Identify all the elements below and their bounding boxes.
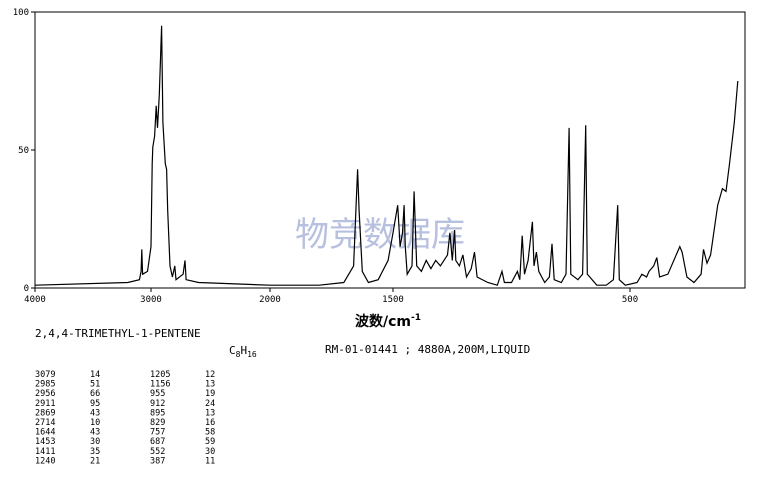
table-cell: 58 bbox=[205, 428, 215, 438]
table-cell: 1453 bbox=[35, 437, 55, 447]
formula-part: C bbox=[229, 344, 236, 357]
table-cell: 21 bbox=[90, 456, 100, 466]
table-cell: 1240 bbox=[35, 456, 55, 466]
table-cell: 12 bbox=[205, 370, 215, 380]
table-cell: 3079 bbox=[35, 370, 55, 380]
table-cell: 13 bbox=[205, 380, 215, 390]
table-cell: 895 bbox=[150, 408, 165, 418]
formula: C8H16 bbox=[229, 344, 257, 359]
table-cell: 387 bbox=[150, 456, 165, 466]
table-cell: 59 bbox=[205, 437, 215, 447]
table-cell: 51 bbox=[90, 380, 100, 390]
table-cell: 14 bbox=[90, 370, 100, 380]
table-cell: 13 bbox=[205, 408, 215, 418]
y-tick-label: 100 bbox=[13, 8, 29, 18]
table-cell: 16 bbox=[205, 418, 215, 428]
y-tick-label: 0 bbox=[24, 284, 29, 294]
table-cell: 1156 bbox=[150, 380, 170, 390]
table-cell: 955 bbox=[150, 389, 165, 399]
table-cell: 30 bbox=[90, 437, 100, 447]
x-axis-label-text: 波数/cm bbox=[355, 313, 411, 330]
x-axis-label: 波数/cm-1 bbox=[355, 313, 421, 330]
table-cell: 2869 bbox=[35, 408, 55, 418]
table-cell: 43 bbox=[90, 408, 100, 418]
table-cell: 2985 bbox=[35, 380, 55, 390]
formula-part: 16 bbox=[247, 350, 257, 359]
table-cell: 35 bbox=[90, 447, 100, 457]
table-cell: 829 bbox=[150, 418, 165, 428]
table-cell: 2911 bbox=[35, 399, 55, 409]
y-tick-label: 50 bbox=[18, 146, 29, 156]
table-cell: 43 bbox=[90, 428, 100, 438]
table-cell: 24 bbox=[205, 399, 215, 409]
x-axis-label-sup: -1 bbox=[411, 313, 421, 323]
table-cell: 1205 bbox=[150, 370, 170, 380]
table-cell: 687 bbox=[150, 437, 165, 447]
table-cell: 30 bbox=[205, 447, 215, 457]
x-tick-label: 3000 bbox=[140, 295, 162, 305]
table-cell: 95 bbox=[90, 399, 100, 409]
spectrum-line bbox=[34, 25, 739, 286]
table-cell: 757 bbox=[150, 428, 165, 438]
watermark: 物竞数据库 bbox=[295, 215, 465, 255]
table-cell: 552 bbox=[150, 447, 165, 457]
table-cell: 912 bbox=[150, 399, 165, 409]
table-cell: 1644 bbox=[35, 428, 55, 438]
table-cell: 11 bbox=[205, 456, 215, 466]
table-cell: 19 bbox=[205, 389, 215, 399]
x-tick-label: 2000 bbox=[259, 295, 281, 305]
formula-part: 8 bbox=[236, 350, 241, 359]
table-cell: 2714 bbox=[35, 418, 55, 428]
table-cell: 66 bbox=[90, 389, 100, 399]
sample-info: RM-01-01441 ; 4880A,200M,LIQUID bbox=[325, 343, 530, 356]
table-cell: 2956 bbox=[35, 389, 55, 399]
table-cell: 1411 bbox=[35, 447, 55, 457]
formula-part: H bbox=[240, 344, 247, 357]
peak-table: 3079 14 1205 12 2985 51 1156 13 2956 66 955 19 2911 9… bbox=[35, 370, 215, 466]
x-tick-label: 1500 bbox=[382, 295, 404, 305]
x-tick-label: 4000 bbox=[24, 295, 46, 305]
table-cell: 10 bbox=[90, 418, 100, 428]
x-tick-label: 500 bbox=[622, 295, 638, 305]
compound-name: 2,4,4-TRIMETHYL-1-PENTENE bbox=[35, 327, 201, 340]
